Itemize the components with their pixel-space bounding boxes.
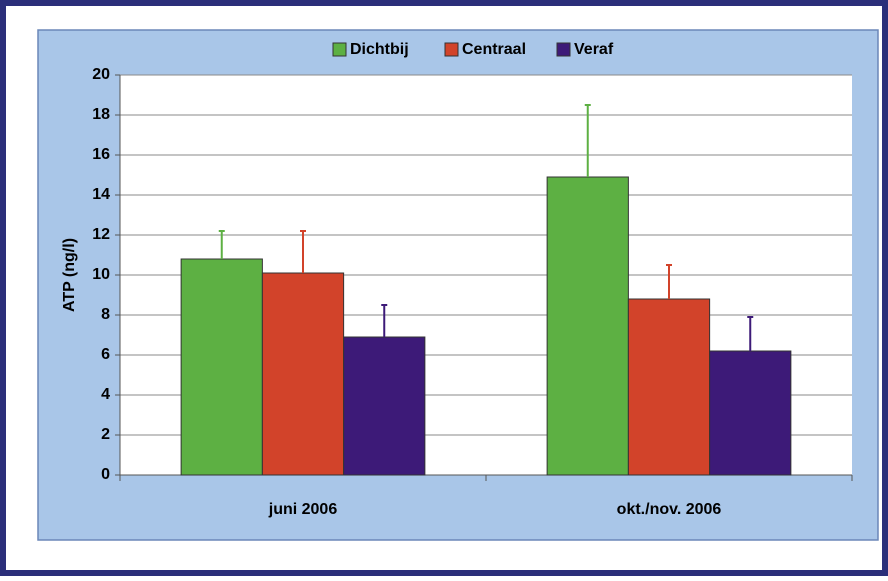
y-tick-label: 10 xyxy=(92,266,110,283)
y-tick-label: 20 xyxy=(92,66,110,83)
y-axis-label: ATP (ng/l) xyxy=(61,238,78,312)
error-bar xyxy=(381,304,388,337)
error-bar xyxy=(300,230,306,273)
legend-swatch xyxy=(556,42,571,57)
legend: Dichtbij Centraal Veraf xyxy=(332,41,614,58)
error-bar xyxy=(218,230,225,259)
bar xyxy=(343,336,426,476)
legend-label: Centraal xyxy=(462,41,526,58)
bar xyxy=(546,176,629,476)
y-tick-label: 6 xyxy=(101,346,110,363)
y-tick-label: 18 xyxy=(92,106,110,123)
y-tick-label: 2 xyxy=(101,426,110,443)
error-bar xyxy=(666,264,672,299)
bar xyxy=(180,258,263,476)
y-tick-label: 8 xyxy=(101,306,110,323)
bar xyxy=(627,298,711,476)
bar xyxy=(261,272,345,476)
error-bar xyxy=(584,104,591,177)
y-tick-label: 4 xyxy=(101,386,110,403)
legend-label: Veraf xyxy=(574,41,614,58)
legend-label: Dichtbij xyxy=(350,41,409,58)
legend-swatch xyxy=(444,42,459,57)
y-tick-label: 12 xyxy=(92,226,110,243)
error-bar xyxy=(747,316,754,351)
legend-swatch xyxy=(332,42,347,57)
y-tick-label: 16 xyxy=(92,146,110,163)
y-tick-label: 0 xyxy=(101,466,110,483)
bar xyxy=(709,350,792,476)
y-tick-label: 14 xyxy=(92,186,110,203)
x-tick-label: juni 2006 xyxy=(268,501,338,518)
x-tick-label: okt./nov. 2006 xyxy=(617,501,722,518)
